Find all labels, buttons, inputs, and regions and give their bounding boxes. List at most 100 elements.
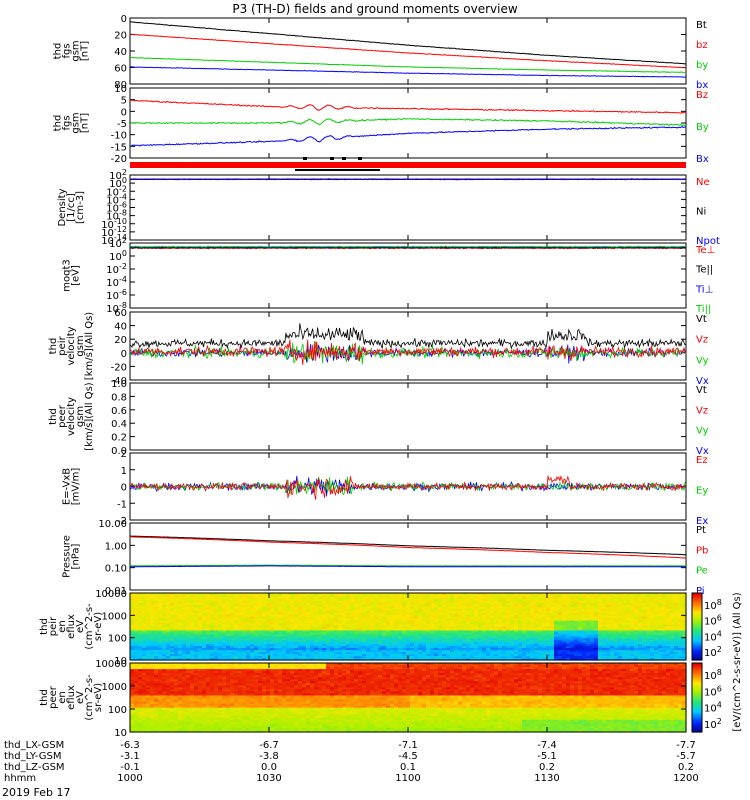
colorbar-label: [eV/(cm^2-s-sr-eV)] (All Qs) — [732, 592, 743, 731]
y-tick-label: 5 — [121, 96, 127, 107]
y-tick-label: 1 — [121, 466, 127, 477]
y-tick-label: 10-2 — [106, 184, 127, 198]
y-tick-label: 0.8 — [111, 392, 127, 403]
y-tick-label: 2 — [121, 449, 127, 460]
y-tick-label: 10000 — [95, 659, 127, 670]
legend-Vy: Vy — [696, 355, 709, 366]
x-axis-row-label: thd_LY-GSM — [4, 751, 61, 762]
x-axis-value: -6.3 — [120, 740, 140, 751]
legend-Vz: Vz — [696, 405, 708, 416]
x-axis-value: -5.1 — [537, 751, 557, 762]
colorbar-tick-label: 108 — [704, 668, 722, 682]
series-Ti|| — [129, 245, 687, 248]
colorbar-tick-label: 104 — [704, 701, 722, 715]
panel-frame-3 — [129, 242, 687, 309]
y-axis-label: thd — [39, 689, 50, 706]
y-tick-label: 60 — [114, 308, 127, 319]
y-tick-label: 0.6 — [111, 406, 127, 417]
legend-bz: bz — [696, 40, 708, 51]
legend-Pi: Pi — [696, 586, 705, 597]
colorbar-tick-label: 104 — [704, 629, 722, 643]
y-tick-label: 102 — [109, 236, 127, 250]
series-Ex — [129, 475, 687, 497]
legend-Te||: Te|| — [695, 265, 713, 276]
series-by — [129, 56, 687, 73]
legend-Pb: Pb — [696, 545, 708, 556]
y-axis-label: velocity — [66, 397, 77, 436]
x-axis-value: 1100 — [395, 773, 420, 784]
y-axis-label: en — [57, 691, 68, 704]
x-axis-value: -7.1 — [398, 740, 418, 751]
panel-frame-7 — [129, 522, 687, 591]
x-axis-value: 1030 — [256, 773, 281, 784]
mode-bar-tick — [303, 157, 307, 160]
y-tick-label: 0.10 — [105, 564, 127, 575]
mode-bar-tick — [330, 157, 334, 160]
legend-Ti⊥: Ti⊥ — [695, 284, 713, 295]
y-tick-label: 1.00 — [105, 541, 127, 552]
series-By — [129, 118, 687, 127]
y-axis-label: [cm-3] — [75, 191, 86, 224]
series-Pt — [129, 535, 687, 556]
plot-title: P3 (TH-D) fields and ground moments over… — [232, 2, 518, 16]
series-Bt — [129, 21, 686, 65]
legend-Bt: Bt — [696, 20, 707, 31]
y-tick-label: 10.00 — [98, 519, 127, 530]
legend-Vx: Vx — [696, 446, 709, 457]
y-axis-label: fgs — [62, 115, 73, 130]
y-axis-label: eV — [75, 691, 86, 704]
y-axis-label: thd — [48, 408, 59, 425]
y-tick-label: 1000 — [102, 611, 127, 622]
y-tick-label: 80 — [114, 80, 127, 91]
y-tick-label: 10 — [114, 728, 127, 739]
legend-Vt: Vt — [696, 385, 707, 396]
x-axis-value: 1000 — [117, 773, 142, 784]
mode-bar-tick — [342, 157, 346, 160]
y-axis-label: peer — [48, 685, 59, 709]
y-axis-label: [nPa] — [71, 543, 82, 569]
panel-frame-1 — [129, 87, 687, 159]
series-Pb — [129, 536, 686, 559]
y-tick-label: 100 — [109, 176, 127, 190]
y-axis-label: [nT] — [80, 113, 91, 133]
legend-Pt: Pt — [696, 525, 706, 536]
x-axis-value: 0.0 — [261, 762, 277, 773]
y-tick-label: 60 — [114, 64, 127, 75]
series-Vz — [129, 339, 687, 365]
x-axis-value: 0.2 — [539, 762, 555, 773]
legend-Vt: Vt — [696, 314, 707, 325]
y-tick-label: 10 — [114, 656, 127, 667]
y-tick-label: 0.0 — [111, 446, 127, 457]
y-tick-label: 40 — [114, 322, 127, 333]
legend-Ne: Ne — [696, 177, 710, 188]
y-tick-label: 10-6 — [106, 288, 127, 302]
date-label: 2019 Feb 17 — [2, 786, 71, 799]
x-axis-value: -0.1 — [120, 762, 140, 773]
legend-Vx: Vx — [696, 376, 709, 387]
legend-Vy: Vy — [696, 426, 709, 437]
y-axis-label: [km/s](All Qs) — [84, 382, 95, 450]
y-tick-label: -2 — [117, 516, 127, 527]
y-axis-label: gsm — [71, 112, 82, 133]
y-tick-label: 10-4 — [106, 192, 127, 206]
y-axis-label: sr-eV) — [93, 683, 104, 712]
y-axis-label: fgs — [62, 43, 73, 58]
y-axis-label: gsm — [75, 335, 86, 356]
series-Bz — [129, 99, 687, 114]
x-axis-value: 0.2 — [678, 762, 694, 773]
y-tick-label: 10000 — [95, 589, 127, 600]
x-axis-value: -3.1 — [120, 751, 140, 762]
series-Ez — [129, 475, 687, 500]
x-axis-value: -5.7 — [676, 751, 696, 762]
series-Vt — [129, 323, 687, 350]
y-tick-label: -15 — [111, 142, 127, 153]
legend-Pe: Pe — [696, 566, 708, 577]
x-axis-value: -7.7 — [676, 740, 696, 751]
series-Npot — [130, 178, 687, 180]
y-axis-label: [mV/m] — [71, 468, 82, 506]
mode-bar-tick — [358, 157, 362, 160]
x-axis-value: -6.7 — [259, 740, 279, 751]
y-tick-label: -20 — [111, 362, 127, 373]
